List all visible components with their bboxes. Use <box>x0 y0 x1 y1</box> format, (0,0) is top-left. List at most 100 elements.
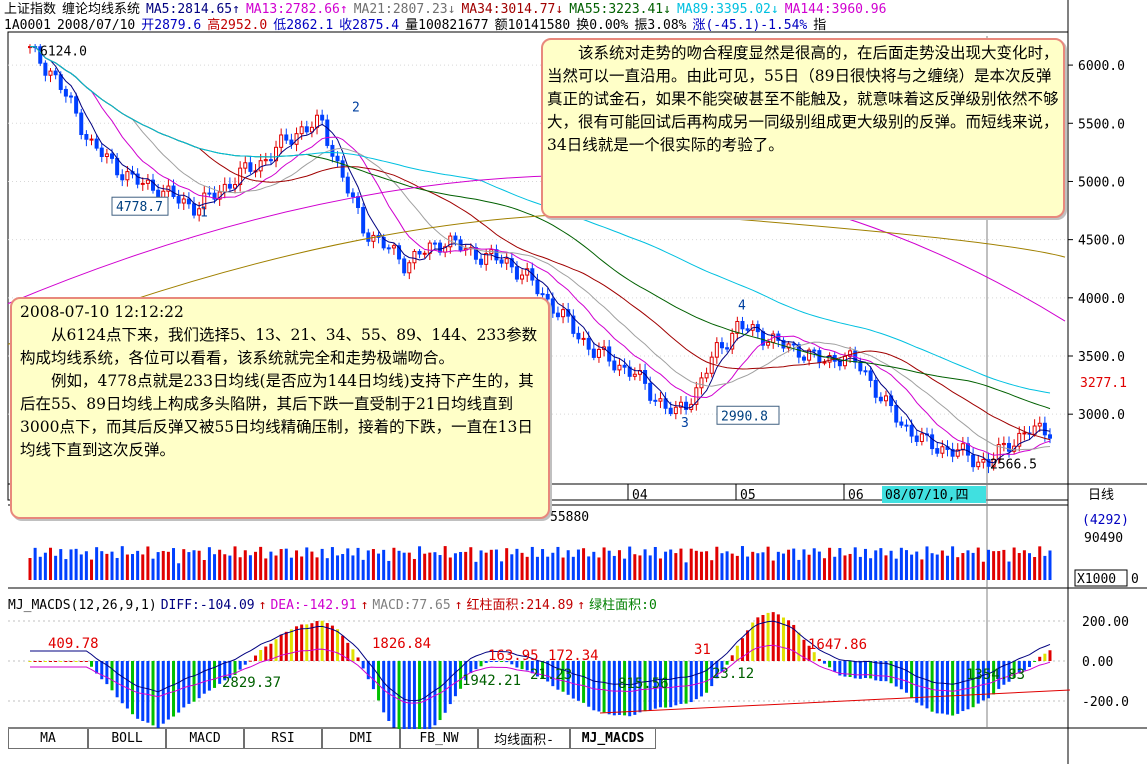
macd-area-label: 1354.83 <box>966 667 1025 683</box>
macd-bar <box>551 661 555 687</box>
volume-bar <box>966 550 970 580</box>
macd-bar <box>740 638 744 661</box>
volume-bar <box>602 547 606 580</box>
candle-body <box>284 134 289 141</box>
macd-bar <box>412 661 416 743</box>
macd-bar <box>289 629 293 661</box>
macd-bar <box>146 661 150 723</box>
macd-bar <box>848 661 852 677</box>
tab-dmi[interactable]: DMI <box>322 729 400 749</box>
macd-area-label: 1647.86 <box>808 637 867 653</box>
candle-body <box>1042 422 1047 436</box>
macd-bar <box>776 614 780 661</box>
macd-bar <box>694 661 698 700</box>
tab-macd[interactable]: MACD <box>166 729 244 749</box>
candle-body <box>950 448 955 457</box>
macd-bar <box>459 661 463 689</box>
volume-bar <box>407 552 411 580</box>
tab-boll[interactable]: BOLL <box>88 729 166 749</box>
tab-[interactable]: 均线面积- <box>478 729 570 749</box>
ma21-line <box>29 46 1051 451</box>
volume-bar <box>1048 550 1052 580</box>
macd-area-label: 409.78 <box>48 636 99 652</box>
macd-bar <box>705 661 709 693</box>
candle-body <box>955 449 960 457</box>
volume-bar <box>120 546 124 580</box>
macd-bar <box>720 661 724 672</box>
macd-bar <box>576 661 580 701</box>
macd-bar <box>715 661 719 679</box>
candle-body <box>438 242 443 253</box>
volume-bar <box>161 550 165 580</box>
macd-bar <box>49 661 53 662</box>
macd-bar <box>1027 661 1031 667</box>
macd-bar <box>74 661 78 662</box>
y-tick-label: 3500.0 <box>1078 350 1125 365</box>
candle-body <box>694 387 699 405</box>
tab-ma[interactable]: MA <box>8 729 88 749</box>
volume-bar <box>397 550 401 580</box>
macd-bar <box>100 661 104 680</box>
extra-value: 指 <box>813 18 827 33</box>
volume-bar <box>49 547 53 580</box>
volume-bar <box>469 547 473 580</box>
candle-body <box>940 446 945 454</box>
change-value: 涨(-45.1)-1.54% <box>692 18 808 33</box>
volume-bar <box>223 554 227 580</box>
note-left-paragraph-1: 从6124点下来，我们选择5、13、21、34、55、89、144、233参数构… <box>20 326 538 367</box>
volume-bar <box>464 551 468 580</box>
volume-bar <box>433 552 437 580</box>
ma-legend-item: MA13:2782.66↑ <box>245 2 348 17</box>
volume-bar <box>341 554 345 580</box>
volume-bar <box>330 547 334 580</box>
volume-bar <box>74 548 78 580</box>
candle-body <box>894 405 899 423</box>
volume-bar <box>95 547 99 580</box>
volume-bar <box>43 552 47 580</box>
tab-rsi[interactable]: RSI <box>244 729 322 749</box>
volume-bar <box>520 552 524 580</box>
macd-arrow: ↑ <box>454 598 463 613</box>
macd-bar <box>284 631 288 661</box>
candle-body <box>653 399 658 402</box>
macd-bar <box>541 661 545 679</box>
macd-bar <box>28 661 32 662</box>
macd-bar <box>1022 661 1026 671</box>
volume-bar <box>136 550 140 580</box>
tab-fb-nw[interactable]: FB_NW <box>400 729 478 749</box>
low1-box <box>111 196 169 216</box>
macd-bar <box>628 661 632 717</box>
note-right: 该系统对走势的吻合程度显然是很高的，在后面走势没出现大变化时，当然可以一直沿用。… <box>541 38 1065 218</box>
candle-body <box>807 349 812 361</box>
candle-body <box>325 119 330 146</box>
macd-bar <box>136 661 140 719</box>
candle-body <box>340 160 345 178</box>
macd-bar <box>525 661 529 671</box>
macd-bar <box>187 661 191 704</box>
candle-body <box>335 155 340 162</box>
macd-bar <box>38 661 42 662</box>
volume-bar <box>899 547 903 580</box>
candle-body <box>960 443 965 451</box>
candle-body <box>827 355 832 363</box>
macd-bar <box>238 661 242 670</box>
volume-bar <box>658 558 662 580</box>
volume-bar <box>207 547 211 580</box>
candle-body <box>904 424 909 427</box>
volume-bar <box>505 548 509 580</box>
macd-bar <box>1033 661 1037 662</box>
macd-bar <box>438 661 442 721</box>
candle-body <box>776 333 781 341</box>
candle-body <box>227 183 232 189</box>
volume-bar <box>858 556 862 580</box>
macd-bar <box>274 639 278 661</box>
volume-bar <box>1038 546 1042 580</box>
candle-body <box>110 153 115 159</box>
candle-body <box>125 171 130 181</box>
volume-bar <box>735 555 739 580</box>
candle-body <box>412 250 417 264</box>
macd-bar <box>141 661 145 721</box>
month-label: 04 <box>632 488 648 503</box>
volume-bar <box>945 555 949 580</box>
tab-mj-macds[interactable]: MJ_MACDS <box>570 729 656 749</box>
